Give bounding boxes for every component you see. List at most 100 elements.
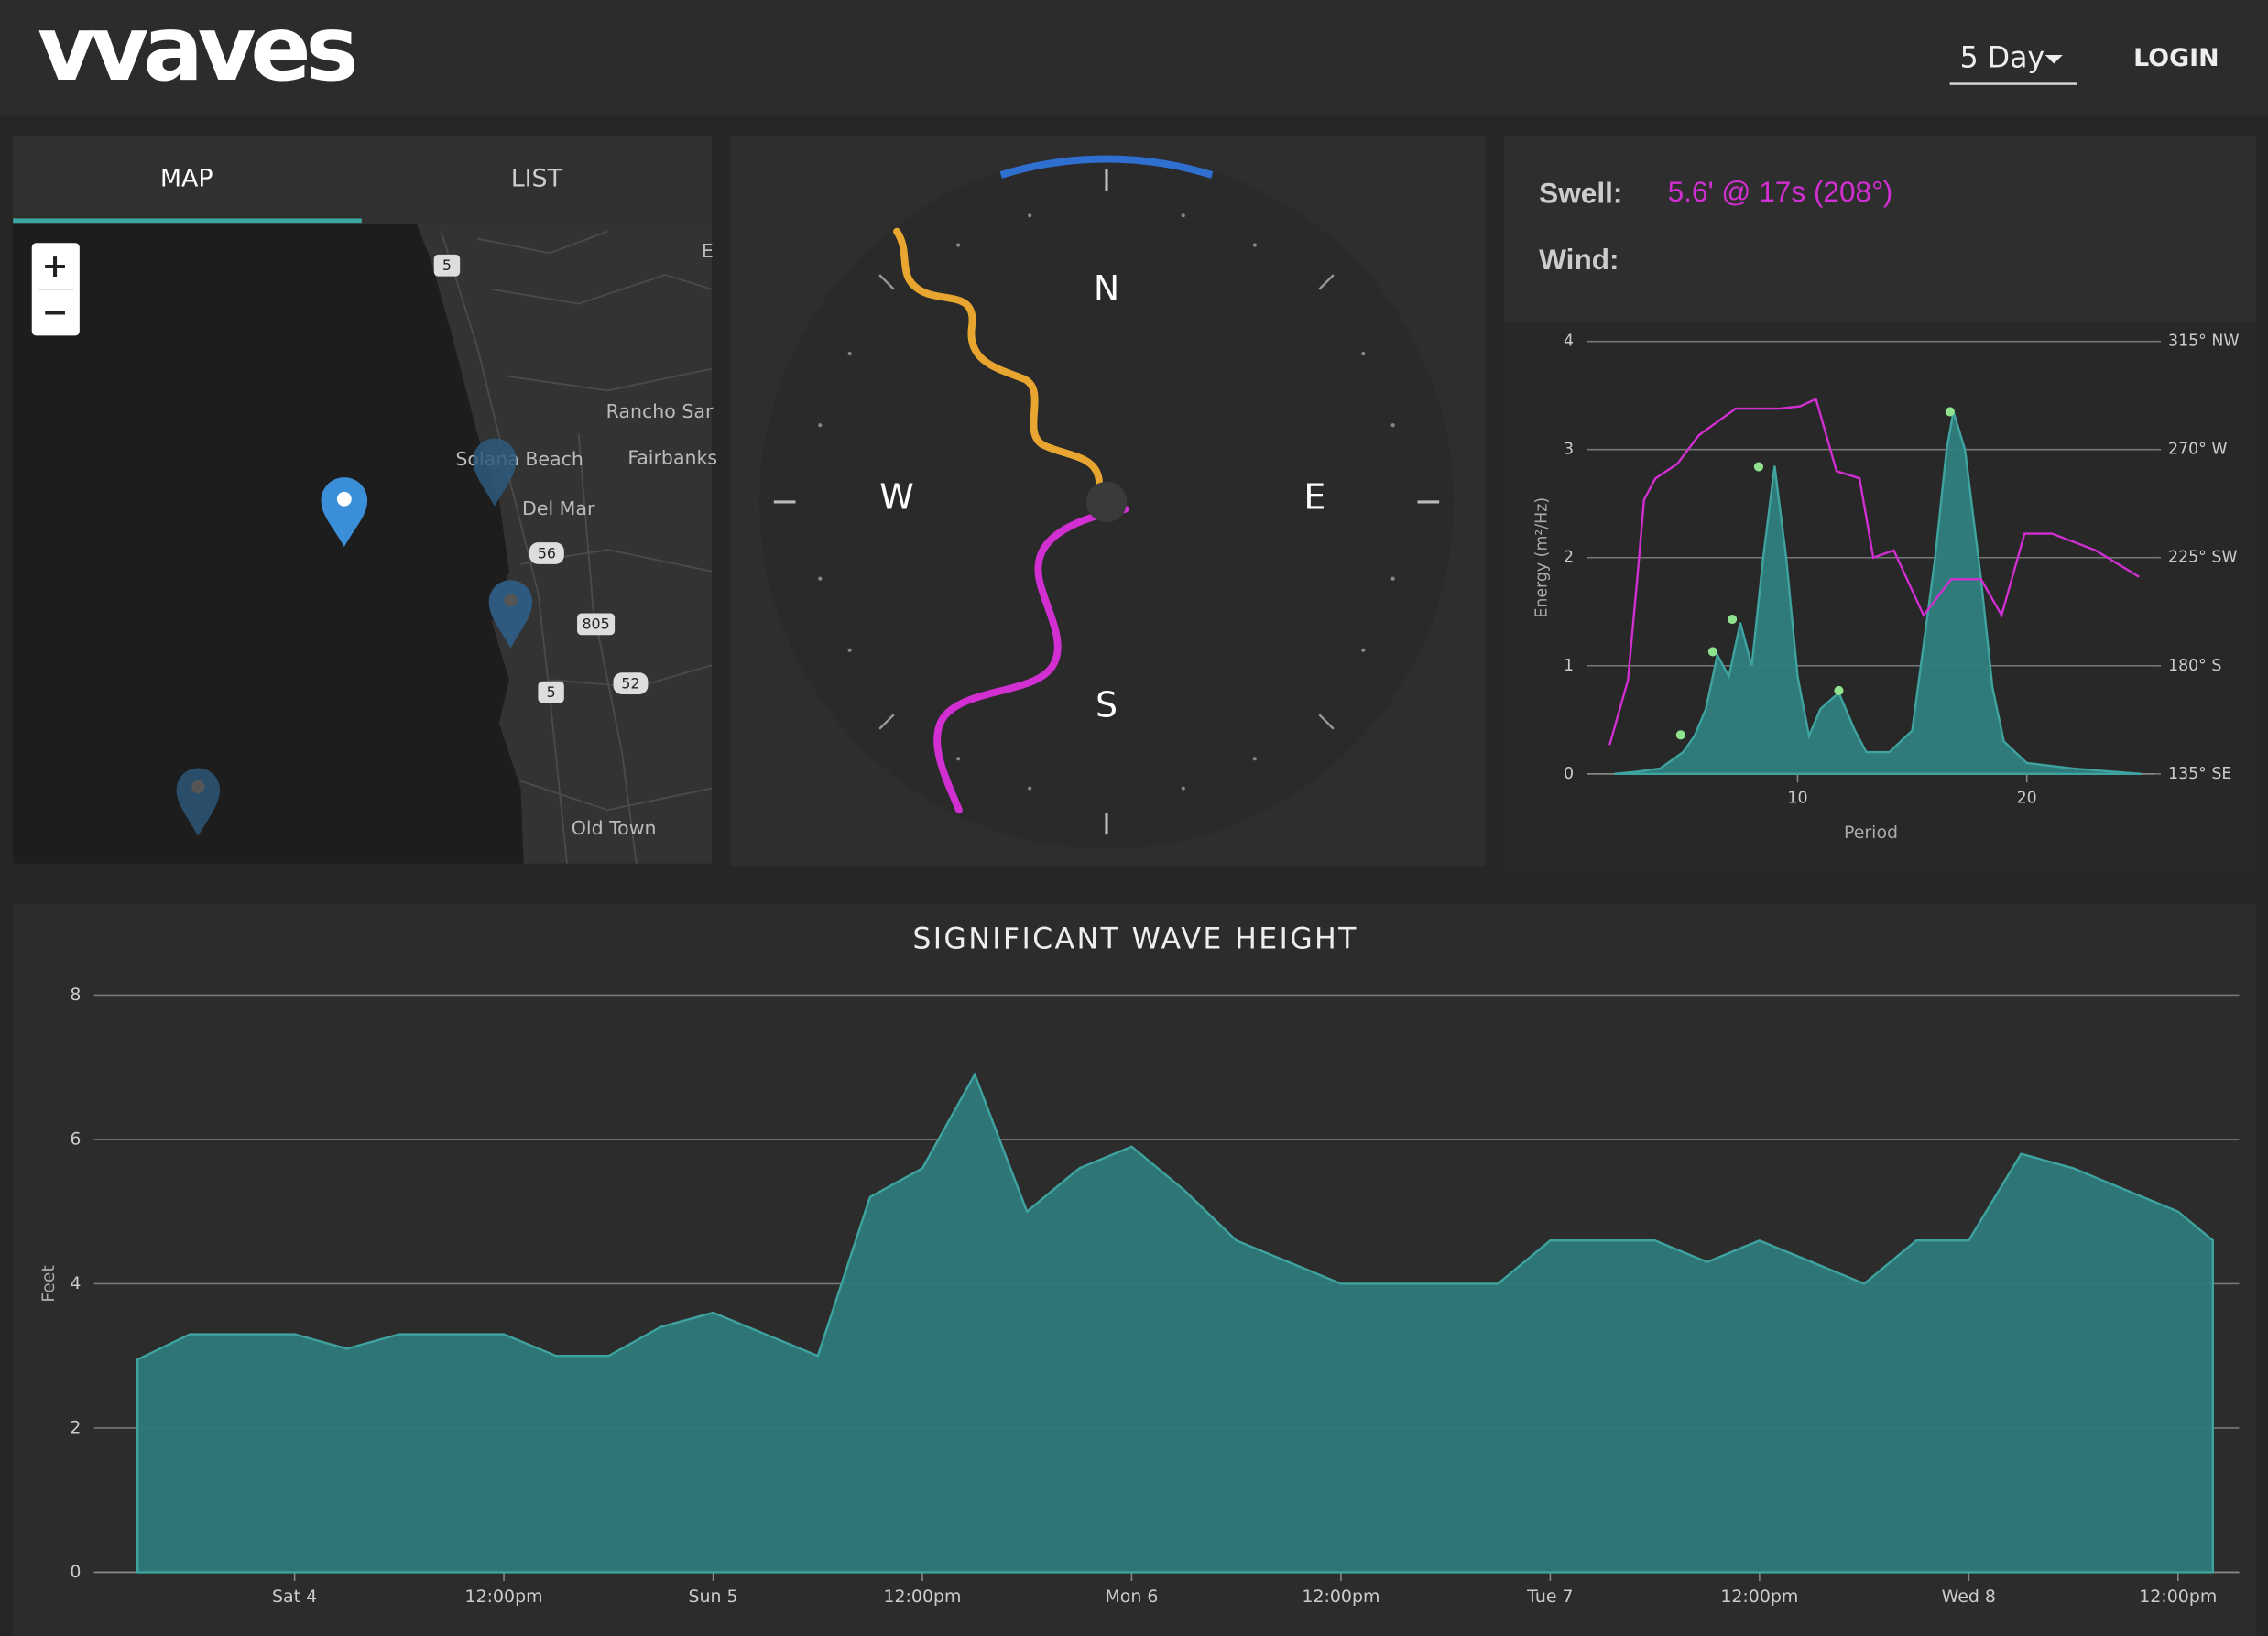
x-tick-label: Tue 7 — [1526, 1587, 1573, 1607]
x-tick-label: 12:00pm — [1302, 1587, 1379, 1607]
x-axis-label: Period — [1844, 823, 1898, 843]
shield — [577, 613, 616, 636]
place-label: Old Town — [572, 817, 657, 839]
x-tick-label: 12:00pm — [1720, 1587, 1798, 1607]
x-tick-label: Sun 5 — [688, 1587, 737, 1607]
compass-dot — [1028, 786, 1032, 791]
y-tick-label: 6 — [70, 1129, 81, 1149]
swell-value: 5.6' @ 17s (208°) — [1668, 175, 1893, 208]
shield-label: 5 — [547, 683, 556, 701]
dropdown-caret[interactable] — [2044, 55, 2063, 64]
compass-dot — [1390, 576, 1395, 581]
wind-trail — [893, 227, 1104, 488]
compass-tick — [878, 714, 895, 730]
spectrum-area — [1504, 321, 2257, 871]
shield — [613, 672, 649, 694]
y2-tick-label: 315° NW — [2168, 333, 2239, 351]
y-tick-label: 0 — [1564, 765, 1574, 783]
pins — [176, 438, 533, 836]
compass-tick — [878, 274, 895, 290]
zoom-in[interactable]: + — [41, 248, 68, 285]
x-tick-label: 12:00pm — [2139, 1587, 2217, 1607]
y2-tick-label: 225° SW — [2168, 549, 2238, 567]
compass-dot — [1252, 757, 1257, 761]
y2-tick-label: 135° SE — [2168, 765, 2231, 783]
direction-line — [1608, 398, 2140, 746]
compass-dot — [1361, 648, 1366, 652]
route-shields: 5 56 805 52 5 — [433, 254, 649, 703]
compass-dot — [1181, 213, 1185, 218]
y2-tick-label: 270° W — [2168, 441, 2228, 459]
y-tick-label: 4 — [1564, 333, 1574, 351]
chart-title: SIGNIFICANT WAVE HEIGHT — [912, 922, 1358, 955]
shield — [433, 254, 461, 277]
peak-marker — [1834, 685, 1844, 695]
place-label: E — [702, 240, 714, 262]
peak-marker — [1675, 730, 1685, 740]
compass-label: E — [1303, 476, 1325, 517]
compass-dot — [1181, 786, 1185, 791]
direction-arc — [999, 155, 1214, 179]
compass-tick — [1318, 274, 1335, 290]
swell-label: Swell: — [1539, 177, 1622, 210]
y-tick-label: 0 — [70, 1562, 81, 1582]
y-tick-label: 8 — [70, 985, 81, 1005]
compass-dot — [847, 352, 852, 356]
map-pin[interactable] — [176, 768, 221, 836]
range-select[interactable]: 5 Day — [1960, 42, 2044, 75]
compass-dot — [1028, 213, 1032, 218]
shield — [538, 681, 564, 703]
shield-label: 52 — [621, 674, 639, 692]
charts: 0 1 2 3 4 135° SE 180° S 225° SW 270° W 315° NW 10… — [38, 333, 2239, 1607]
compass-dot — [1361, 352, 1366, 356]
area — [1614, 411, 2142, 775]
compass-dot — [956, 243, 961, 247]
compass-center — [1085, 481, 1128, 523]
peak-marker — [1753, 462, 1763, 472]
compass-label: N — [1094, 268, 1119, 309]
x-tick-label: Wed 8 — [1942, 1587, 1996, 1607]
place-label: Rancho Sar — [606, 400, 714, 422]
x-tick-label: Sat 4 — [272, 1587, 317, 1607]
zoom-out[interactable]: − — [41, 295, 68, 332]
place-label: Fairbanks — [627, 447, 717, 469]
map-pin[interactable] — [488, 580, 533, 649]
wind-label: Wind: — [1539, 243, 1619, 276]
compass-dot — [1390, 423, 1395, 428]
y-axis-label: Energy (m²/Hz) — [1532, 497, 1551, 618]
shield-label: 56 — [538, 544, 556, 562]
shield — [529, 542, 564, 564]
place-label: Del Mar — [522, 497, 595, 519]
tab-map[interactable]: MAP — [160, 164, 213, 192]
x-tick-label: 12:00pm — [465, 1587, 543, 1607]
compass-dot — [847, 648, 852, 652]
y-axis-label: Feet — [38, 1265, 59, 1303]
x-tick-label: Mon 6 — [1105, 1587, 1158, 1607]
roads — [440, 230, 713, 864]
compass-ticks — [773, 169, 1440, 835]
compass-dot — [956, 757, 961, 761]
compass-label: W — [879, 476, 913, 517]
x-tick-label: 12:00pm — [883, 1587, 961, 1607]
logo[interactable]: vvaves — [38, 0, 361, 102]
x-tick-label: 20 — [2017, 790, 2037, 808]
y-tick-label: 2 — [70, 1417, 81, 1437]
tab-indicator — [13, 218, 362, 224]
map-pin-active[interactable] — [321, 477, 368, 547]
map-pin[interactable] — [473, 438, 517, 507]
x-tick-label: 10 — [1787, 790, 1807, 808]
login-button[interactable]: LOGIN — [2133, 44, 2219, 72]
y-tick-label: 3 — [1564, 441, 1574, 459]
compass-label: S — [1096, 685, 1118, 725]
y-tick-label: 4 — [70, 1273, 81, 1293]
shield-label: 805 — [583, 616, 610, 633]
header-bar — [0, 0, 2268, 116]
swell-trail — [933, 505, 1129, 814]
peak-marker — [1707, 647, 1717, 657]
compass-dot — [818, 423, 823, 428]
tab-list[interactable]: LIST — [511, 164, 563, 192]
shield-label: 5 — [442, 256, 452, 274]
